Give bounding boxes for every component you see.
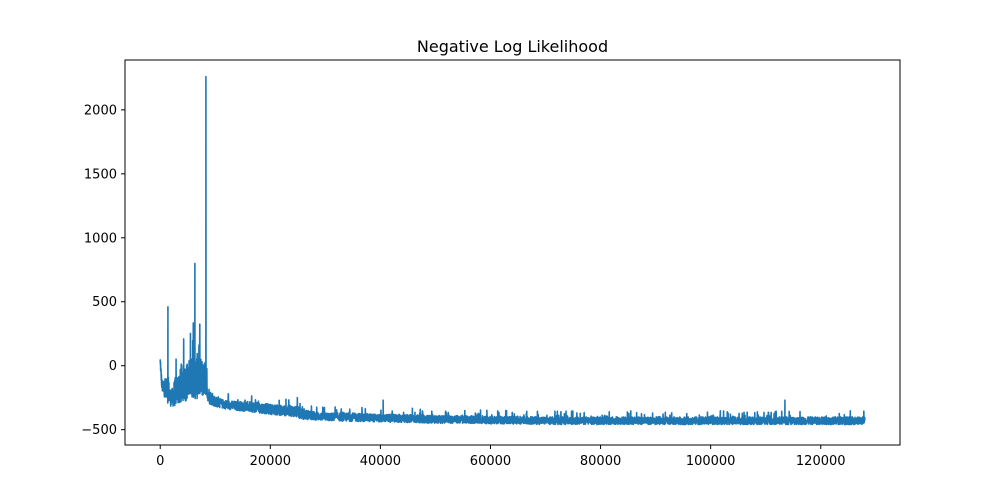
plot-area xyxy=(159,75,866,426)
y-tick-label: 500 xyxy=(92,295,117,310)
series-line xyxy=(159,75,866,426)
x-tick-label: 20000 xyxy=(250,454,291,469)
y-axis: −500 0 500 1000 1500 2000 xyxy=(81,103,125,438)
y-tick-label: 1500 xyxy=(84,167,117,182)
y-tick-label: 1000 xyxy=(84,231,117,246)
x-tick-label: 60000 xyxy=(470,454,511,469)
x-tick-label: 100000 xyxy=(686,454,736,469)
chart-title: Negative Log Likelihood xyxy=(417,37,608,56)
y-tick-label: 0 xyxy=(109,359,117,374)
x-tick-label: 40000 xyxy=(360,454,401,469)
x-tick-label: 80000 xyxy=(580,454,621,469)
y-tick-label: 2000 xyxy=(84,103,117,118)
x-tick-label: 0 xyxy=(156,454,164,469)
axes-frame xyxy=(124,59,901,446)
y-tick-label: −500 xyxy=(81,423,117,438)
x-axis: 0 20000 40000 60000 80000 100000 120000 xyxy=(156,445,846,469)
x-tick-label: 120000 xyxy=(796,454,846,469)
